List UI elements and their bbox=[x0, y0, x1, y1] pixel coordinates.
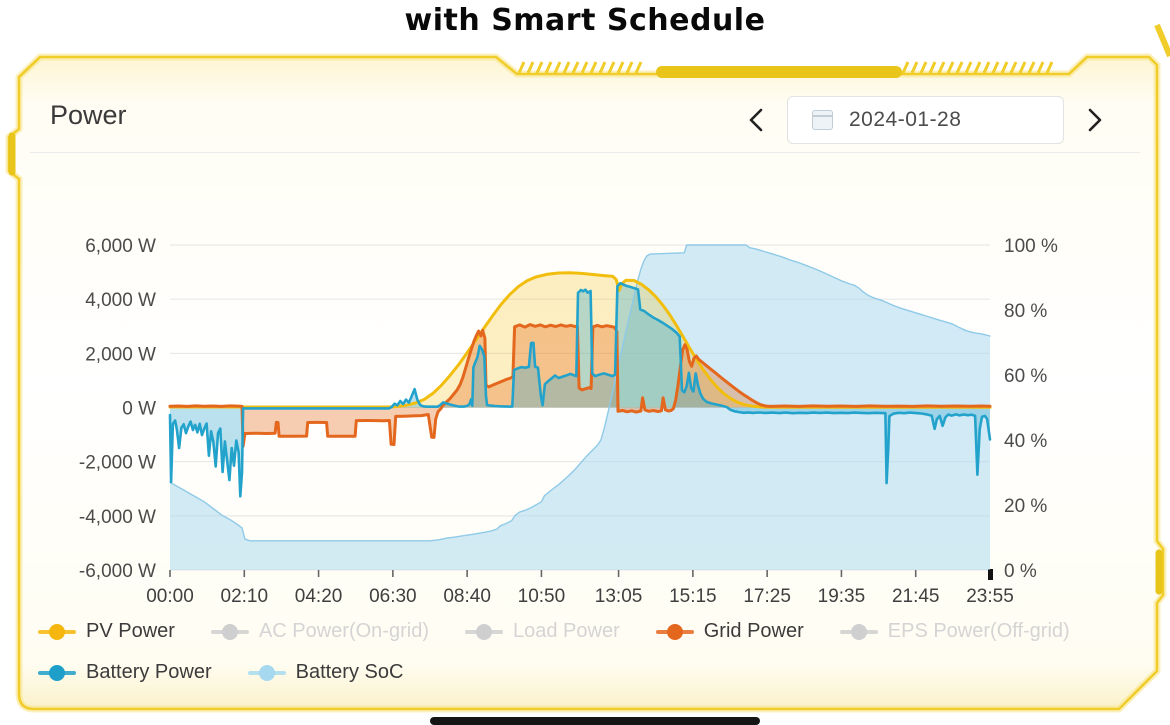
date-value: 2024-01-28 bbox=[849, 108, 962, 131]
grid-power-line bbox=[168, 323, 992, 448]
legend-item-grid-power[interactable]: Grid Power bbox=[655, 620, 804, 643]
legend-marker-eps-power-off-grid bbox=[839, 623, 878, 640]
y-left-tick-label: 6,000 W bbox=[85, 236, 156, 257]
x-tick-label: 17:25 bbox=[743, 586, 791, 607]
y-left-tick-label: 2,000 W bbox=[85, 344, 156, 365]
legend-item-battery-soc[interactable]: Battery SoC bbox=[247, 661, 404, 684]
legend-label-grid-power: Grid Power bbox=[703, 620, 804, 642]
x-tick-label: 13:05 bbox=[595, 586, 643, 607]
y-left-tick-label: -2,000 W bbox=[79, 453, 156, 474]
y-left-tick-label: -4,000 W bbox=[79, 507, 156, 528]
x-tick-label: 21:45 bbox=[892, 586, 940, 607]
legend-marker-pv-power bbox=[38, 623, 76, 640]
x-tick-label: 15:15 bbox=[669, 586, 717, 607]
legend-marker-grid-power bbox=[655, 623, 694, 640]
chart-legend-row-2: Battery Power Battery SoC bbox=[38, 661, 403, 684]
battery-soc-area bbox=[170, 245, 990, 570]
date-navigation: 2024-01-28 bbox=[739, 96, 1112, 144]
legend-label-ac-power-on-grid: AC Power(On-grid) bbox=[258, 620, 429, 642]
grid-power-area bbox=[170, 324, 990, 447]
y-right-tick-label: 80 % bbox=[1004, 301, 1047, 322]
legend-marker-load-power bbox=[464, 623, 503, 640]
legend-label-battery-power: Battery Power bbox=[86, 661, 212, 683]
y-right-tick-label: 100 % bbox=[1004, 236, 1058, 257]
pv-power-line bbox=[168, 271, 992, 409]
x-tick-label: 04:20 bbox=[295, 586, 343, 607]
x-tick-label: 00:00 bbox=[146, 586, 194, 607]
y-right-tick-label: 40 % bbox=[1004, 431, 1047, 452]
legend-label-eps-power-off-grid: EPS Power(Off-grid) bbox=[887, 620, 1070, 642]
x-tick-label: 02:10 bbox=[221, 586, 269, 607]
header-divider bbox=[30, 152, 1140, 153]
home-indicator-bar bbox=[430, 717, 760, 725]
y-right-tick-label: 20 % bbox=[1004, 496, 1047, 517]
legend-marker-battery-soc bbox=[247, 664, 286, 681]
legend-label-pv-power: PV Power bbox=[86, 620, 175, 642]
x-tick-label: 06:30 bbox=[369, 586, 417, 607]
legend-marker-battery-power bbox=[38, 664, 76, 681]
pv-power-area bbox=[170, 272, 990, 408]
prev-day-button[interactable] bbox=[739, 96, 773, 144]
y-left-tick-label: 0 W bbox=[122, 399, 156, 420]
legend-marker-ac-power-on-grid bbox=[210, 623, 249, 640]
date-picker[interactable]: 2024-01-28 bbox=[787, 96, 1064, 144]
next-day-button[interactable] bbox=[1078, 96, 1112, 144]
legend-item-pv-power[interactable]: PV Power bbox=[38, 620, 175, 643]
chevron-left-icon bbox=[749, 108, 763, 132]
page-title: with Smart Schedule bbox=[404, 3, 766, 38]
y-right-tick-label: 60 % bbox=[1004, 366, 1047, 387]
y-left-tick-label: -6,000 W bbox=[79, 561, 156, 582]
axis-end-tick bbox=[988, 569, 993, 580]
legend-label-load-power: Load Power bbox=[512, 620, 620, 642]
x-tick-label: 23:55 bbox=[966, 586, 1014, 607]
chart-legend-row-1: PV Power AC Power(On-grid) Load Power Grid … bbox=[38, 620, 1070, 643]
legend-item-ac-power-on-grid[interactable]: AC Power(On-grid) bbox=[210, 620, 429, 643]
battery-soc-line bbox=[169, 244, 991, 542]
y-left-tick-label: 4,000 W bbox=[85, 290, 156, 311]
x-tick-label: 10:50 bbox=[518, 586, 566, 607]
card-title: Power bbox=[50, 100, 127, 130]
legend-item-eps-power-off-grid[interactable]: EPS Power(Off-grid) bbox=[839, 620, 1070, 643]
x-tick-label: 08:40 bbox=[443, 586, 491, 607]
legend-item-load-power[interactable]: Load Power bbox=[464, 620, 620, 643]
power-chart: 6,000 W 4,000 W 2,000 W 0 W -2,000 W -4,000 W… bbox=[79, 236, 1058, 607]
y-right-tick-label: 0 % bbox=[1004, 561, 1037, 582]
legend-label-battery-soc: Battery SoC bbox=[295, 661, 404, 683]
x-tick-label: 19:35 bbox=[818, 586, 866, 607]
battery-power-line bbox=[168, 281, 992, 498]
legend-item-battery-power[interactable]: Battery Power bbox=[38, 661, 212, 684]
chevron-right-icon bbox=[1088, 108, 1102, 132]
calendar-icon bbox=[812, 110, 833, 130]
